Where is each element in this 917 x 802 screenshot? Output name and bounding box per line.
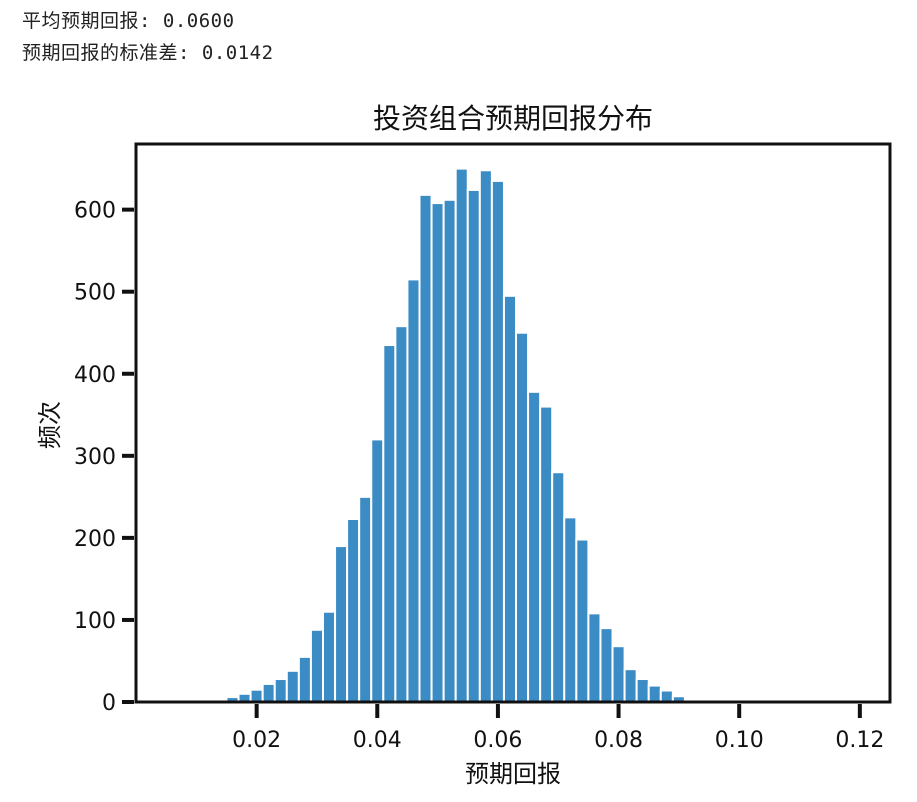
histogram-bar: [261, 682, 276, 704]
histogram-bar: [478, 169, 493, 703]
histogram-bar: [502, 294, 518, 703]
histogram-bar: [563, 516, 578, 704]
histogram-bar: [406, 278, 421, 703]
y-tick-label: 100: [74, 609, 116, 634]
histogram-bar: [418, 193, 433, 703]
histogram-bar: [249, 688, 264, 703]
y-tick-label: 300: [74, 445, 116, 470]
x-tick-label: 0.08: [594, 728, 643, 753]
histogram-bar: [321, 610, 337, 703]
histogram-bar: [346, 518, 361, 704]
histogram-bar: [285, 669, 300, 703]
x-tick-label: 0.02: [232, 728, 281, 753]
histogram-bar: [394, 325, 409, 703]
histogram-bar: [515, 331, 530, 703]
y-tick-label: 500: [74, 281, 116, 306]
histogram-bar: [273, 678, 288, 704]
histogram-bar: [539, 405, 554, 703]
x-tick-label: 0.06: [473, 728, 522, 753]
histogram-bar: [647, 684, 662, 704]
std-return-stat: 预期回报的标准差: 0.0142: [22, 42, 274, 64]
histogram-bar: [309, 628, 324, 703]
y-tick-label: 600: [74, 199, 116, 224]
histogram-bar: [442, 198, 457, 704]
x-tick-label: 0.12: [835, 728, 884, 753]
histogram-bar: [370, 438, 385, 703]
y-axis-label: 频次: [36, 401, 64, 449]
y-tick-label: 200: [74, 527, 116, 552]
histogram-bar: [551, 471, 566, 703]
histogram-bar: [527, 390, 542, 703]
histogram-bar: [659, 689, 674, 704]
x-tick-label: 0.10: [715, 728, 764, 753]
y-ticks-group: 0 100 200 300 400 500 600: [74, 199, 134, 716]
bars-group: [213, 167, 698, 704]
histogram-bar: [611, 645, 626, 704]
plot-frame: [134, 142, 892, 704]
histogram-bar: [358, 495, 373, 703]
mean-return-stat: 平均预期回报: 0.0600: [22, 10, 235, 32]
histogram-bar: [430, 202, 445, 703]
histogram-bar: [334, 545, 349, 704]
histogram-bar: [599, 627, 614, 703]
histogram-bar: [575, 538, 590, 704]
histogram-bar: [382, 344, 397, 703]
histogram-bar: [635, 678, 650, 704]
y-tick-label: 0: [102, 691, 116, 716]
histogram-bar: [297, 655, 312, 704]
histogram-bar: [587, 612, 602, 703]
x-ticks-group: 0.02 0.04 0.06 0.08 0.10 0.12: [232, 704, 884, 753]
x-axis-label: 预期回报: [465, 760, 561, 788]
y-tick-label: 400: [74, 363, 116, 388]
histogram-bar: [454, 167, 469, 703]
x-tick-label: 0.04: [353, 728, 402, 753]
histogram-bar: [490, 179, 505, 704]
histogram-bar: [623, 668, 638, 703]
chart-title: 投资组合预期回报分布: [373, 102, 653, 135]
histogram-bar: [466, 188, 481, 703]
